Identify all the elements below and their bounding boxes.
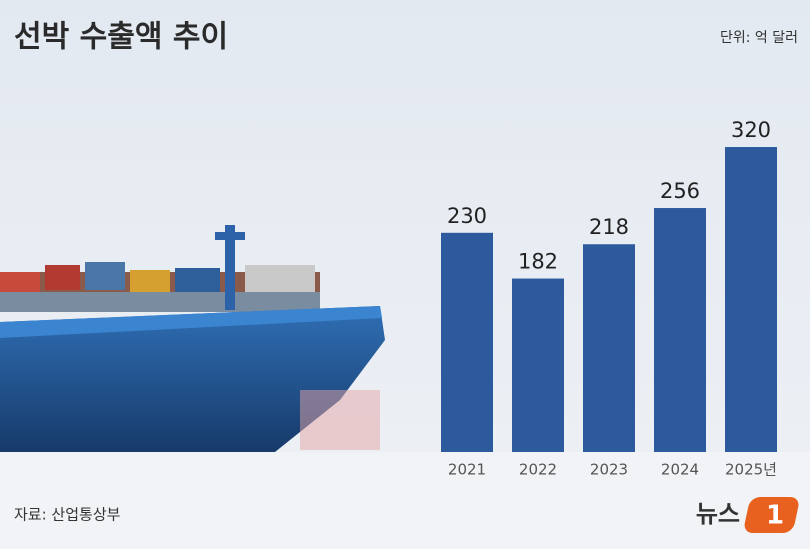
unit-label: 단위: 억 달러 <box>720 30 798 46</box>
bar <box>441 232 493 452</box>
x-tick-label: 2021 <box>448 461 486 479</box>
chart-title: 선박 수출액 추이 <box>14 20 228 55</box>
bar <box>512 278 564 452</box>
x-tick-label: 2022 <box>519 461 557 479</box>
value-label: 182 <box>518 250 558 274</box>
logo-badge <box>744 497 799 533</box>
value-label: 230 <box>447 204 487 228</box>
bar <box>583 244 635 452</box>
x-tick-label: 2025년 <box>725 461 777 479</box>
source-label: 자료: 산업통상부 <box>14 506 121 524</box>
value-label: 218 <box>589 215 629 239</box>
logo: 뉴스 1 <box>696 497 799 533</box>
value-label: 320 <box>731 118 771 142</box>
x-tick-label: 2023 <box>590 461 628 479</box>
x-tick-label: 2024 <box>661 461 699 479</box>
bar <box>725 147 777 453</box>
ship-illustration <box>0 225 385 452</box>
floor <box>0 452 810 549</box>
bar <box>654 208 706 452</box>
value-label: 256 <box>660 179 700 203</box>
logo-text: 뉴스 <box>696 500 740 528</box>
logo-mark: 1 <box>766 501 784 531</box>
